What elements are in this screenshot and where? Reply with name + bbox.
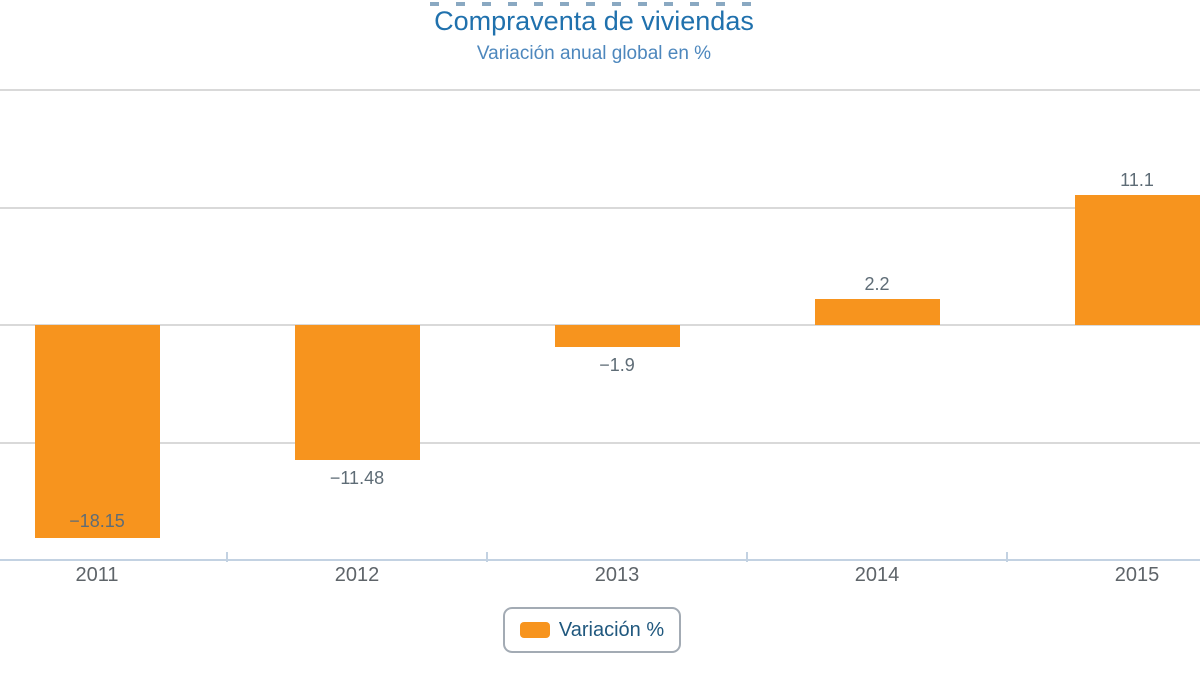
data-label-2015: 11.1 bbox=[1120, 169, 1154, 190]
y-gridline bbox=[0, 206, 1200, 209]
data-label-2011: −18.15 bbox=[69, 511, 125, 532]
legend-item-label: Variación % bbox=[558, 618, 665, 641]
bar-2014[interactable] bbox=[814, 299, 940, 325]
legend-swatch-icon bbox=[519, 622, 550, 638]
chart-title: Compraventa de viviendas bbox=[434, 6, 754, 36]
x-axis-tick bbox=[486, 552, 488, 562]
bar-2012[interactable] bbox=[294, 325, 420, 460]
y-gridline bbox=[0, 89, 1200, 91]
cropped-text-artifact bbox=[430, 2, 756, 6]
data-label-2014: 2.2 bbox=[864, 274, 890, 295]
bar-2013[interactable] bbox=[554, 325, 680, 348]
bar-2011[interactable] bbox=[34, 325, 160, 539]
x-axis-tick bbox=[746, 552, 748, 562]
x-axis-label-2015[interactable]: 2015 bbox=[1114, 564, 1160, 586]
y-gridline bbox=[0, 441, 1200, 444]
x-axis-label-2013[interactable]: 2013 bbox=[594, 564, 640, 586]
bar-2015[interactable] bbox=[1074, 194, 1200, 325]
legend-item-variacion[interactable]: Variación % bbox=[503, 607, 681, 653]
chart-subtitle: Variación anual global en % bbox=[476, 43, 712, 64]
data-label-2012: −11.48 bbox=[329, 467, 385, 488]
x-axis-label-2011[interactable]: 2011 bbox=[75, 564, 119, 586]
x-axis-tick bbox=[1006, 552, 1008, 562]
x-axis-line bbox=[0, 559, 1200, 561]
x-axis-label-2014[interactable]: 2014 bbox=[854, 564, 900, 586]
x-axis-label-2012[interactable]: 2012 bbox=[334, 564, 380, 586]
data-label-2013: −1.9 bbox=[599, 355, 635, 376]
x-axis-tick bbox=[226, 552, 228, 562]
